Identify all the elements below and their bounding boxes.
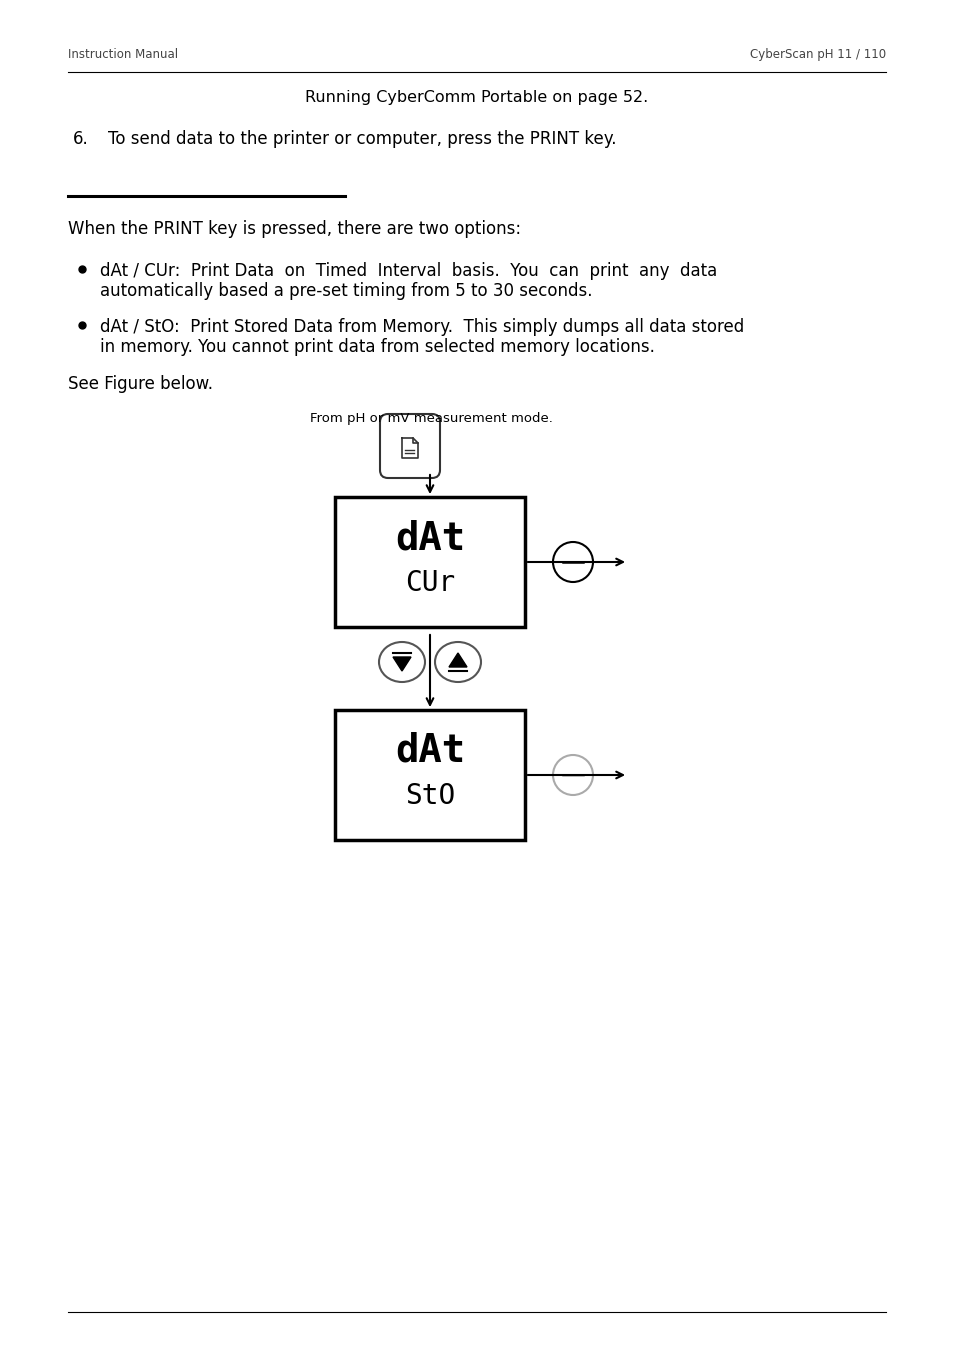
Ellipse shape (378, 643, 424, 682)
Text: 6.: 6. (73, 130, 89, 148)
Text: From pH or mV measurement mode.: From pH or mV measurement mode. (310, 412, 553, 425)
Circle shape (553, 541, 593, 582)
Bar (335, 710, 524, 840)
Text: To send data to the printer or computer, press the PRINT key.: To send data to the printer or computer,… (108, 130, 616, 148)
Polygon shape (449, 653, 467, 667)
Text: dAt: dAt (395, 518, 464, 558)
Text: Running CyberComm Portable on page 52.: Running CyberComm Portable on page 52. (305, 90, 648, 105)
Text: in memory. You cannot print data from selected memory locations.: in memory. You cannot print data from se… (100, 338, 654, 356)
Text: StO: StO (404, 782, 455, 810)
Ellipse shape (435, 643, 480, 682)
Bar (335, 497, 524, 626)
Text: dAt / StO:  Print Stored Data from Memory.  This simply dumps all data stored: dAt / StO: Print Stored Data from Memory… (100, 319, 743, 336)
FancyBboxPatch shape (379, 414, 439, 478)
Polygon shape (393, 657, 411, 671)
Text: CUr: CUr (404, 568, 455, 597)
Text: dAt / CUr:  Print Data  on  Timed  Interval  basis.  You  can  print  any  data: dAt / CUr: Print Data on Timed Interval … (100, 262, 717, 279)
Text: dAt: dAt (395, 732, 464, 769)
Circle shape (553, 755, 593, 795)
Text: When the PRINT key is pressed, there are two options:: When the PRINT key is pressed, there are… (68, 220, 520, 238)
Text: Instruction Manual: Instruction Manual (68, 49, 178, 61)
Text: automatically based a pre-set timing from 5 to 30 seconds.: automatically based a pre-set timing fro… (100, 282, 592, 300)
Text: CyberScan pH 11 / 110: CyberScan pH 11 / 110 (749, 49, 885, 61)
Text: See Figure below.: See Figure below. (68, 375, 213, 393)
